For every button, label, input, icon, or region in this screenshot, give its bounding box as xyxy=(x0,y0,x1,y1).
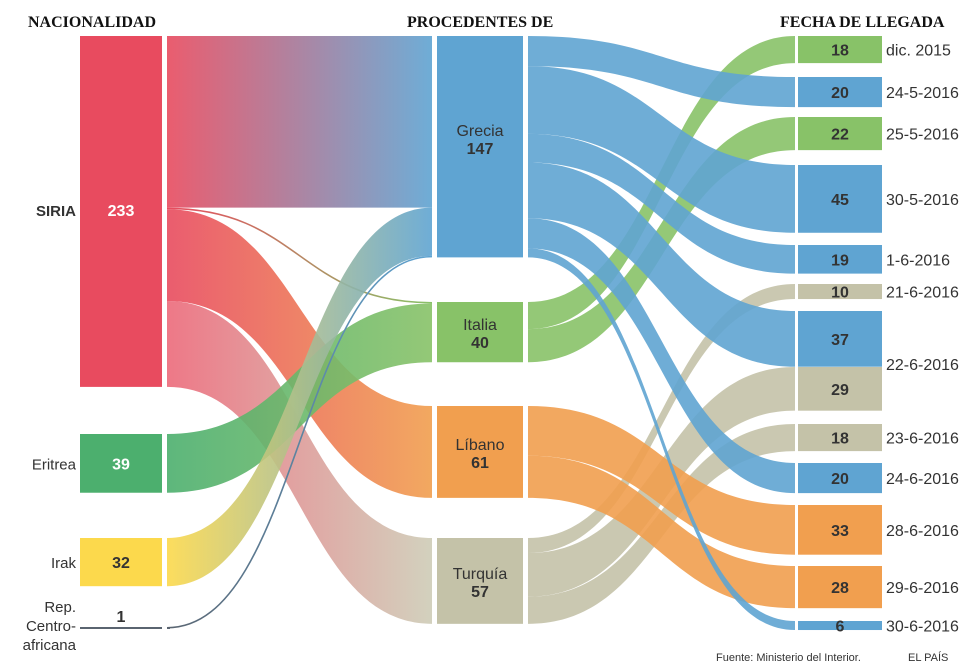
footer-publisher: EL PAÍS xyxy=(908,651,948,664)
date-label-d8: 23-6-2016 xyxy=(886,431,959,448)
label-grecia: Grecia xyxy=(456,123,503,140)
link-libano-to-d11 xyxy=(528,455,795,609)
value-arrival-d7b: 29 xyxy=(831,382,849,399)
label-libano: Líbano xyxy=(456,437,505,454)
link-libano-to-d10 xyxy=(528,406,795,555)
column-gap xyxy=(434,34,437,634)
value-arrival-d5: 19 xyxy=(831,252,849,269)
column-title-arrival: FECHA DE LLEGADA xyxy=(780,14,945,31)
value-arrival-d11: 28 xyxy=(831,580,849,597)
link-turquia-to-d6 xyxy=(528,284,795,554)
date-label-d12: 30-6-2016 xyxy=(886,619,959,636)
date-label-d2: 24-5-2016 xyxy=(886,85,959,102)
value-arrival-d4: 45 xyxy=(831,192,849,209)
date-label-d6: 21-6-2016 xyxy=(886,285,959,302)
column-gap xyxy=(523,34,526,634)
column-gap xyxy=(795,34,798,634)
node-siria xyxy=(80,36,162,387)
label-italia: Italia xyxy=(463,317,497,334)
value-eritrea: 39 xyxy=(112,456,130,473)
label-eritrea: Eritrea xyxy=(32,456,77,473)
value-arrival-d1: 18 xyxy=(831,43,849,60)
node-italia xyxy=(437,302,523,363)
node-eritrea xyxy=(80,434,162,493)
link-rca-to-grecia xyxy=(166,255,433,629)
link-grecia-to-d9 xyxy=(528,218,795,494)
link-grecia-to-d5 xyxy=(528,133,795,274)
column-title-origin: PROCEDENTES DE xyxy=(407,14,553,31)
node-arrival-d3 xyxy=(798,117,882,151)
label-turquia: Turquía xyxy=(453,566,508,583)
node-arrival-d4 xyxy=(798,165,882,233)
node-arrival-d11 xyxy=(798,566,882,609)
value-italia: 40 xyxy=(471,335,489,352)
node-arrival-d10 xyxy=(798,505,882,555)
value-arrival-d2: 20 xyxy=(831,85,849,102)
link-siria-to-turquia xyxy=(167,301,432,624)
date-label-d11: 29-6-2016 xyxy=(886,580,959,597)
node-arrival-d2 xyxy=(798,77,882,108)
node-libano xyxy=(437,406,523,498)
node-turquia xyxy=(437,538,523,624)
label-siria: SIRIA xyxy=(36,203,76,220)
link-siria-to-libano xyxy=(167,209,432,498)
node-arrival-d7a xyxy=(798,311,882,367)
value-arrival-d10: 33 xyxy=(831,523,849,540)
labels-group: 233 SIRIA 39 Eritrea 32 Irak 1 Rep. Centro-afric… xyxy=(23,43,959,654)
node-arrival-d8 xyxy=(798,424,882,452)
value-grecia: 147 xyxy=(467,141,494,158)
node-grecia xyxy=(437,36,523,258)
link-siria-to-italia xyxy=(166,207,433,304)
date-label-d7a: 22-6-2016 xyxy=(886,357,959,374)
label-irak: Irak xyxy=(51,555,77,572)
nodes-group xyxy=(80,36,882,631)
link-grecia-to-d12 xyxy=(528,248,795,631)
date-label-d1: dic. 2015 xyxy=(886,43,951,60)
link-siria-to-grecia xyxy=(167,36,432,208)
node-arrival-d12 xyxy=(798,621,882,631)
value-rca: 1 xyxy=(117,609,126,626)
value-arrival-d7a: 37 xyxy=(831,332,849,349)
label-rca-line: Rep. xyxy=(44,599,76,616)
link-irak-to-grecia xyxy=(167,207,432,587)
date-label-d3: 25-5-2016 xyxy=(886,127,959,144)
date-label-d10: 28-6-2016 xyxy=(886,523,959,540)
value-arrival-d9: 20 xyxy=(831,471,849,488)
node-rca xyxy=(80,627,162,629)
label-rca-line: Centro- xyxy=(26,618,76,635)
node-arrival-d1 xyxy=(798,36,882,64)
date-label-d4: 30-5-2016 xyxy=(886,192,959,209)
node-arrival-d6 xyxy=(798,284,882,300)
footer-source: Fuente: Ministerio del Interior. xyxy=(716,652,861,664)
value-arrival-d6: 10 xyxy=(831,285,849,302)
label-rca-line: africana xyxy=(23,637,77,654)
value-arrival-d8: 18 xyxy=(831,431,849,448)
node-arrival-d5 xyxy=(798,245,882,274)
node-arrival-d9 xyxy=(798,463,882,494)
value-libano: 61 xyxy=(471,455,489,472)
value-irak: 32 xyxy=(112,555,130,572)
value-arrival-d12: 6 xyxy=(836,619,845,636)
date-label-d5: 1-6-2016 xyxy=(886,252,950,269)
date-label-d9: 24-6-2016 xyxy=(886,471,959,488)
column-title-nationality: NACIONALIDAD xyxy=(28,14,156,31)
value-siria: 233 xyxy=(108,203,135,220)
node-arrival-d7b xyxy=(798,367,882,411)
node-irak xyxy=(80,538,162,587)
value-arrival-d3: 22 xyxy=(831,127,849,144)
value-turquia: 57 xyxy=(471,584,489,601)
node-rca-stub xyxy=(167,627,170,629)
link-grecia-to-d7a xyxy=(528,162,795,367)
link-grecia-to-d4 xyxy=(528,66,795,233)
links-right-group xyxy=(528,36,795,631)
link-grecia-to-d2 xyxy=(528,36,795,108)
links-left-group xyxy=(162,34,798,634)
column-gap xyxy=(162,34,165,634)
